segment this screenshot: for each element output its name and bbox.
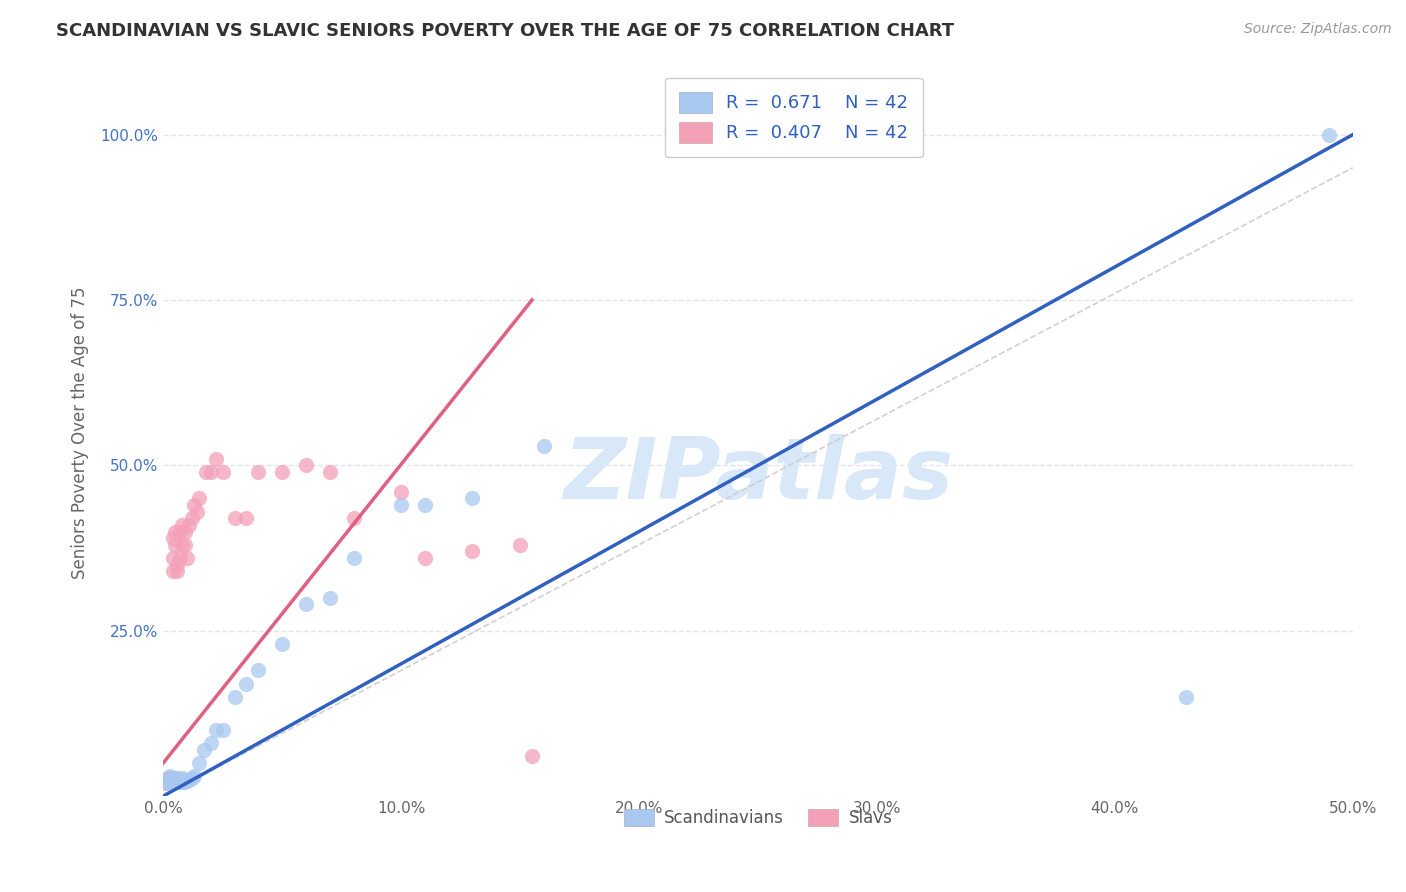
- Point: [1317, 128, 1340, 142]
- Point: [172, 517, 194, 532]
- Point: [195, 465, 218, 479]
- Point: [165, 774, 187, 789]
- Point: [235, 511, 257, 525]
- Point: [156, 772, 179, 787]
- Point: [193, 743, 215, 757]
- Point: [156, 774, 179, 789]
- Point: [166, 774, 188, 789]
- Point: [162, 772, 184, 787]
- Point: [165, 771, 187, 785]
- Point: [183, 769, 205, 783]
- Point: [1175, 690, 1198, 704]
- Y-axis label: Seniors Poverty Over the Age of 75: Seniors Poverty Over the Age of 75: [72, 286, 89, 579]
- Point: [389, 498, 412, 512]
- Legend: Scandinavians, Slavs: Scandinavians, Slavs: [616, 800, 901, 835]
- Point: [509, 538, 531, 552]
- Point: [165, 524, 187, 539]
- Point: [169, 551, 191, 566]
- Point: [166, 772, 188, 787]
- Point: [461, 544, 484, 558]
- Point: [224, 690, 246, 704]
- Point: [159, 772, 181, 787]
- Point: [533, 438, 555, 452]
- Point: [342, 551, 364, 566]
- Point: [247, 664, 270, 678]
- Point: [319, 591, 342, 605]
- Point: [162, 551, 184, 566]
- Point: [200, 736, 222, 750]
- Point: [180, 511, 202, 525]
- Point: [461, 491, 484, 506]
- Point: [155, 772, 177, 787]
- Point: [155, 776, 177, 790]
- Point: [156, 771, 179, 785]
- Point: [413, 498, 436, 512]
- Point: [165, 538, 187, 552]
- Point: [169, 524, 191, 539]
- Point: [155, 776, 177, 790]
- Text: SCANDINAVIAN VS SLAVIC SENIORS POVERTY OVER THE AGE OF 75 CORRELATION CHART: SCANDINAVIAN VS SLAVIC SENIORS POVERTY O…: [56, 22, 955, 40]
- Point: [166, 558, 188, 572]
- Point: [389, 484, 412, 499]
- Point: [162, 564, 184, 578]
- Point: [172, 774, 194, 789]
- Point: [166, 771, 188, 785]
- Point: [271, 465, 294, 479]
- Text: ZIPatlas: ZIPatlas: [562, 434, 953, 517]
- Point: [271, 637, 294, 651]
- Point: [172, 771, 194, 785]
- Point: [180, 771, 202, 785]
- Point: [162, 771, 184, 785]
- Point: [173, 774, 195, 789]
- Point: [186, 505, 208, 519]
- Point: [204, 723, 226, 737]
- Point: [187, 491, 209, 506]
- Point: [235, 676, 257, 690]
- Point: [247, 465, 270, 479]
- Point: [520, 749, 543, 764]
- Point: [211, 465, 233, 479]
- Point: [165, 772, 187, 787]
- Point: [172, 772, 194, 787]
- Point: [176, 551, 198, 566]
- Point: [342, 511, 364, 525]
- Point: [183, 498, 205, 512]
- Point: [413, 551, 436, 566]
- Point: [176, 772, 198, 787]
- Point: [179, 517, 201, 532]
- Point: [200, 465, 222, 479]
- Point: [179, 772, 201, 787]
- Point: [187, 756, 209, 770]
- Point: [159, 774, 181, 789]
- Point: [172, 538, 194, 552]
- Point: [159, 769, 181, 783]
- Point: [204, 451, 226, 466]
- Point: [319, 465, 342, 479]
- Text: Source: ZipAtlas.com: Source: ZipAtlas.com: [1244, 22, 1392, 37]
- Point: [166, 564, 188, 578]
- Point: [169, 772, 191, 787]
- Point: [162, 531, 184, 545]
- Point: [295, 458, 318, 473]
- Point: [173, 524, 195, 539]
- Point: [169, 774, 191, 789]
- Point: [162, 774, 184, 789]
- Point: [159, 772, 181, 787]
- Point: [295, 597, 318, 611]
- Point: [211, 723, 233, 737]
- Point: [156, 772, 179, 787]
- Point: [159, 771, 181, 785]
- Point: [224, 511, 246, 525]
- Point: [173, 538, 195, 552]
